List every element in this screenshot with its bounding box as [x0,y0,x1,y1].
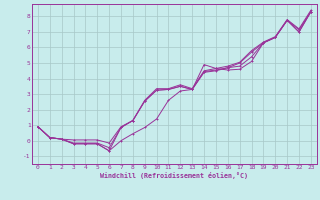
X-axis label: Windchill (Refroidissement éolien,°C): Windchill (Refroidissement éolien,°C) [100,172,248,179]
